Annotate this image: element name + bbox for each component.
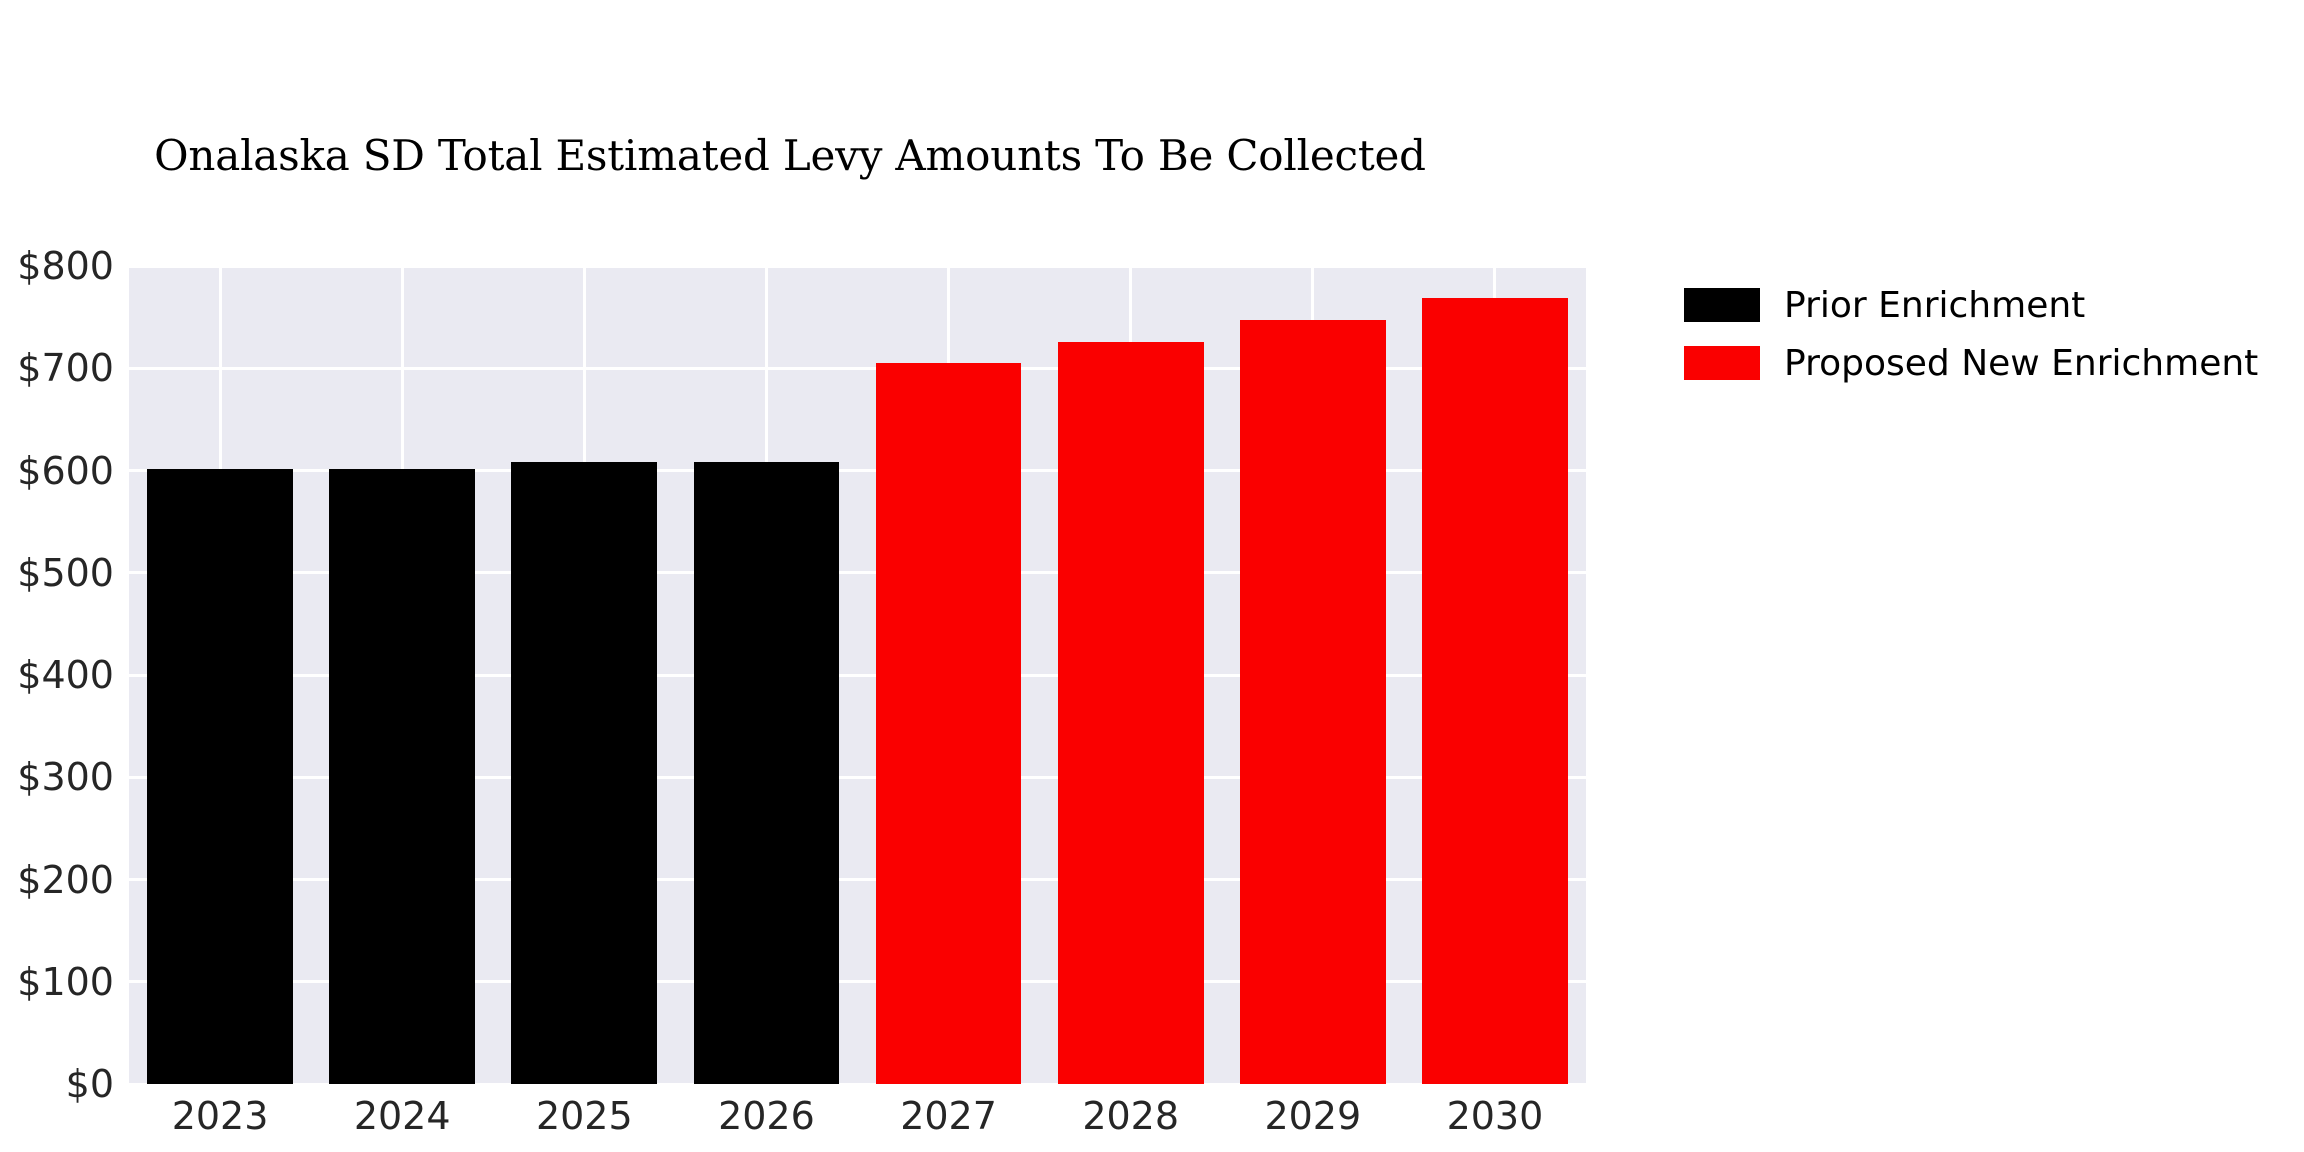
x-axis-tick-2030: 2030 (1446, 1094, 1544, 1138)
x-axis-tick-labels: 2023 2024 2025 2026 2027 2028 2029 2030 (129, 1092, 1586, 1144)
gridline-horizontal (129, 266, 1586, 268)
bar-2030 (1422, 297, 1568, 1084)
x-axis-tick-2024: 2024 (353, 1094, 451, 1138)
gridline-horizontal (129, 878, 1586, 881)
y-axis-tick-0: $0 (65, 1062, 114, 1106)
gridline-horizontal (129, 469, 1586, 472)
legend-label-prior-enrichment: Prior Enrichment (1784, 284, 2086, 326)
gridline-horizontal (129, 571, 1586, 575)
bar-2026 (693, 462, 840, 1084)
y-axis-tick-700: $700 (17, 346, 114, 391)
plot-area (129, 266, 1586, 1084)
y-axis-tick-600: $600 (17, 448, 114, 493)
y-axis-tick-500: $500 (17, 550, 114, 595)
chart-legend: Prior Enrichment Proposed New Enrichment (1684, 276, 2284, 392)
x-axis-tick-2028: 2028 (1082, 1094, 1180, 1138)
y-axis-tick-labels: $0 $100 $200 $300 $400 $500 $600 $700 $800 (0, 247, 114, 1103)
legend-swatch-prior-enrichment (1684, 288, 1760, 322)
x-axis-tick-2025: 2025 (535, 1094, 633, 1138)
gridline-horizontal (129, 980, 1586, 984)
legend-item-proposed-new-enrichment: Proposed New Enrichment (1684, 334, 2284, 392)
bar-2025 (511, 462, 658, 1084)
x-axis-tick-2023: 2023 (171, 1094, 269, 1138)
bar-2027 (875, 363, 1022, 1084)
x-axis-tick-2027: 2027 (900, 1094, 997, 1138)
bar-2024 (329, 469, 476, 1084)
y-axis-tick-100: $100 (17, 959, 114, 1004)
gridline-horizontal (129, 366, 1586, 370)
bar-2028 (1057, 341, 1204, 1084)
bar-2029 (1239, 320, 1386, 1084)
y-axis-tick-200: $200 (17, 857, 114, 902)
legend-swatch-proposed-new-enrichment (1684, 346, 1760, 380)
y-axis-tick-400: $400 (17, 653, 114, 697)
legend-label-proposed-new-enrichment: Proposed New Enrichment (1784, 342, 2259, 384)
y-axis-tick-300: $300 (17, 755, 114, 800)
legend-item-prior-enrichment: Prior Enrichment (1684, 276, 2284, 334)
x-axis-tick-2029: 2029 (1264, 1094, 1362, 1138)
bar-2023 (147, 469, 293, 1084)
gridline-horizontal (129, 1082, 1586, 1084)
y-axis-tick-800: $800 (17, 244, 114, 288)
chart-title-line-1: Onalaska SD Total Estimated Levy Amounts… (154, 131, 1426, 180)
gridline-horizontal (129, 775, 1586, 779)
gridline-horizontal (129, 673, 1586, 677)
x-axis-tick-2026: 2026 (718, 1094, 815, 1138)
